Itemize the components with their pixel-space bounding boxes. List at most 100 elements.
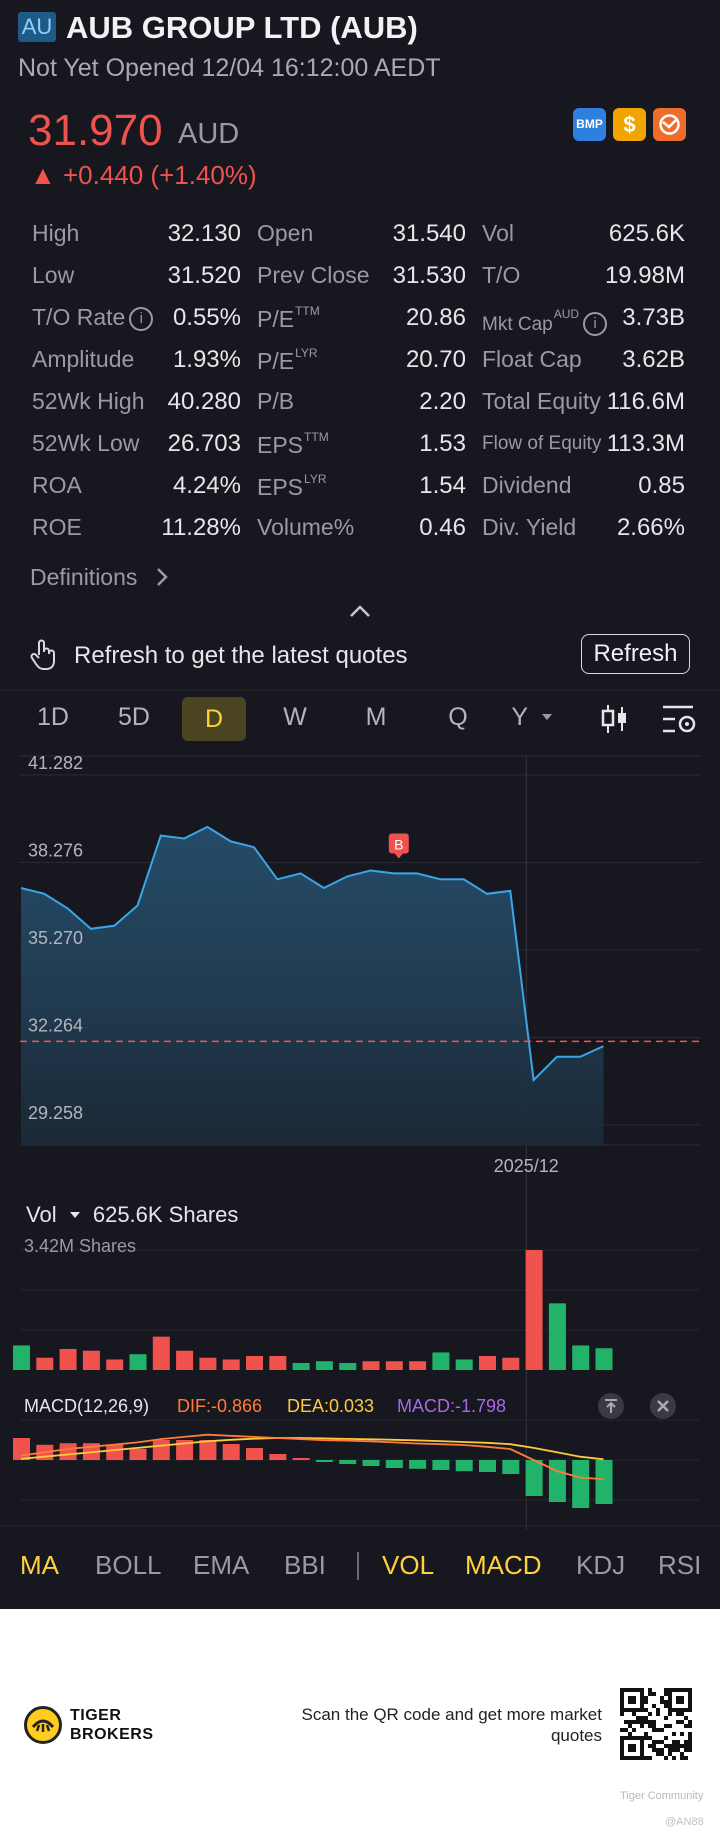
scan-qr-text: Scan the QR code and get more market quo… bbox=[301, 1705, 603, 1745]
price-change: ▲ +0.440 (+1.40%) bbox=[30, 160, 257, 190]
volume-bar bbox=[362, 1361, 380, 1370]
market-status: Not Yet Opened 12/04 16:12:00 AEDT bbox=[18, 54, 441, 82]
collapse-chevron-icon[interactable] bbox=[348, 604, 372, 618]
indicator-tab-kdj[interactable]: KDJ bbox=[576, 1550, 626, 1580]
indicator-tab-ma[interactable]: MA bbox=[20, 1550, 59, 1580]
y-tick-label: 35.270 bbox=[28, 928, 83, 948]
brand-name: TIGER BROKERS bbox=[70, 1706, 154, 1744]
volume-bar bbox=[129, 1354, 147, 1370]
price-chart[interactable]: B 41.282 38.276 35.270 32.264 29.258 2025/12 bbox=[0, 750, 720, 1530]
stat-value: 1.93% bbox=[172, 346, 241, 373]
volume-bar bbox=[385, 1361, 403, 1370]
stat-label: Mkt CapAUDi bbox=[482, 307, 608, 336]
volume-bar bbox=[36, 1357, 54, 1370]
stat-value: 32.130 bbox=[167, 220, 241, 247]
macd-bar bbox=[572, 1460, 590, 1508]
volume-selector[interactable]: Vol 625.6K Shares bbox=[26, 1202, 238, 1228]
pin-top-icon[interactable] bbox=[597, 1392, 625, 1420]
stat-label: Open bbox=[257, 220, 314, 246]
indicator-tab-macd[interactable]: MACD bbox=[465, 1550, 542, 1580]
stat-label: P/B bbox=[257, 388, 295, 414]
macd-bar bbox=[269, 1454, 287, 1460]
close-icon[interactable] bbox=[649, 1392, 677, 1420]
caret-down-icon bbox=[541, 714, 552, 720]
price-axis-labels: 41.282 38.276 35.270 32.264 29.258 2025/12 bbox=[28, 753, 559, 1176]
macd-bar bbox=[479, 1460, 496, 1472]
macd-title: MACD(12,26,9) bbox=[24, 1396, 150, 1416]
stat-label: ROE bbox=[32, 514, 82, 540]
chart-settings-icon[interactable] bbox=[661, 703, 697, 735]
tab-5d[interactable]: 5D bbox=[118, 703, 150, 731]
tab-1d[interactable]: 1D bbox=[37, 703, 69, 731]
stat-label: Dividend bbox=[482, 472, 572, 498]
exchange-icon[interactable] bbox=[653, 108, 686, 141]
stat-value: 31.530 bbox=[392, 262, 466, 289]
macd-bar bbox=[385, 1460, 403, 1468]
share-footer bbox=[0, 1609, 720, 1838]
macd-bar bbox=[548, 1460, 566, 1502]
y-tick-label: 41.282 bbox=[28, 753, 83, 773]
indicator-tab-boll[interactable]: BOLL bbox=[95, 1550, 162, 1580]
macd-bar bbox=[595, 1460, 613, 1504]
community-watermark: Tiger Community bbox=[620, 1790, 704, 1802]
tab-d[interactable]: D bbox=[182, 697, 246, 741]
tab-y[interactable]: Y bbox=[502, 703, 562, 732]
definitions-link[interactable]: Definitions bbox=[30, 564, 170, 591]
dea-line bbox=[20, 1437, 604, 1461]
indicator-tab-vol[interactable]: VOL bbox=[382, 1550, 435, 1580]
stat-label: Low bbox=[32, 262, 75, 288]
macd-bar bbox=[362, 1460, 380, 1466]
stat-label: P/ELYR bbox=[257, 346, 318, 374]
x-axis-label: 2025/12 bbox=[494, 1156, 559, 1176]
dollar-icon[interactable]: $ bbox=[613, 108, 646, 141]
price-line bbox=[20, 825, 604, 1083]
indicator-tab-bbi[interactable]: BBI bbox=[284, 1550, 326, 1580]
stat-label: Div. Yield bbox=[482, 514, 577, 540]
candlestick-toggle-icon[interactable] bbox=[600, 703, 630, 735]
indicator-tab-rsi[interactable]: RSI bbox=[658, 1550, 702, 1580]
stat-value: 20.70 bbox=[405, 346, 466, 373]
stat-label: EPSLYR bbox=[257, 472, 327, 500]
info-icon[interactable]: i bbox=[129, 307, 154, 331]
stat-label: Volume% bbox=[257, 514, 355, 540]
volume-bar bbox=[572, 1345, 590, 1370]
stat-label: Total Equity bbox=[482, 388, 601, 414]
market-badge: AU bbox=[18, 12, 56, 42]
volume-bar bbox=[502, 1357, 520, 1370]
macd-bar bbox=[152, 1440, 170, 1460]
bmp-icon[interactable]: BMP bbox=[573, 108, 606, 141]
buy-marker-tip bbox=[394, 853, 403, 859]
stat-value: 40.280 bbox=[167, 388, 241, 415]
stat-label: P/ETTM bbox=[257, 304, 320, 332]
macd-bar bbox=[176, 1440, 194, 1460]
tab-y-label: Y bbox=[511, 703, 528, 731]
tab-q[interactable]: Q bbox=[448, 703, 468, 731]
volume-bar bbox=[432, 1352, 450, 1370]
macd-bar bbox=[13, 1438, 30, 1460]
stat-value: 1.53 bbox=[419, 430, 466, 457]
user-handle: @AN88 bbox=[665, 1816, 704, 1828]
indicator-tab-ema[interactable]: EMA bbox=[193, 1550, 250, 1580]
macd-bar bbox=[502, 1460, 520, 1474]
stat-value: 11.28% bbox=[161, 514, 241, 541]
buy-marker-label: B bbox=[394, 836, 403, 852]
stat-label: Vol bbox=[482, 220, 514, 246]
volume-bar bbox=[292, 1362, 310, 1370]
tab-m[interactable]: M bbox=[365, 703, 387, 731]
brand-line-2: BROKERS bbox=[70, 1726, 154, 1743]
refresh-button[interactable]: Refresh bbox=[581, 634, 690, 674]
info-icon[interactable]: i bbox=[583, 312, 608, 336]
volume-bars bbox=[13, 1250, 613, 1370]
y-tick-label: 29.258 bbox=[28, 1103, 83, 1123]
volume-bar bbox=[152, 1336, 170, 1370]
price-area-fill bbox=[21, 826, 604, 1145]
macd-panel bbox=[13, 1433, 613, 1508]
volume-bar bbox=[13, 1345, 30, 1370]
stat-label: T/O Rate i bbox=[32, 304, 154, 331]
tab-w[interactable]: W bbox=[283, 703, 307, 731]
stat-value: 19.98M bbox=[604, 262, 685, 289]
price-area: B bbox=[20, 825, 700, 1145]
volume-bar bbox=[548, 1303, 566, 1370]
volume-bar bbox=[222, 1359, 240, 1370]
volume-bar bbox=[199, 1357, 217, 1370]
